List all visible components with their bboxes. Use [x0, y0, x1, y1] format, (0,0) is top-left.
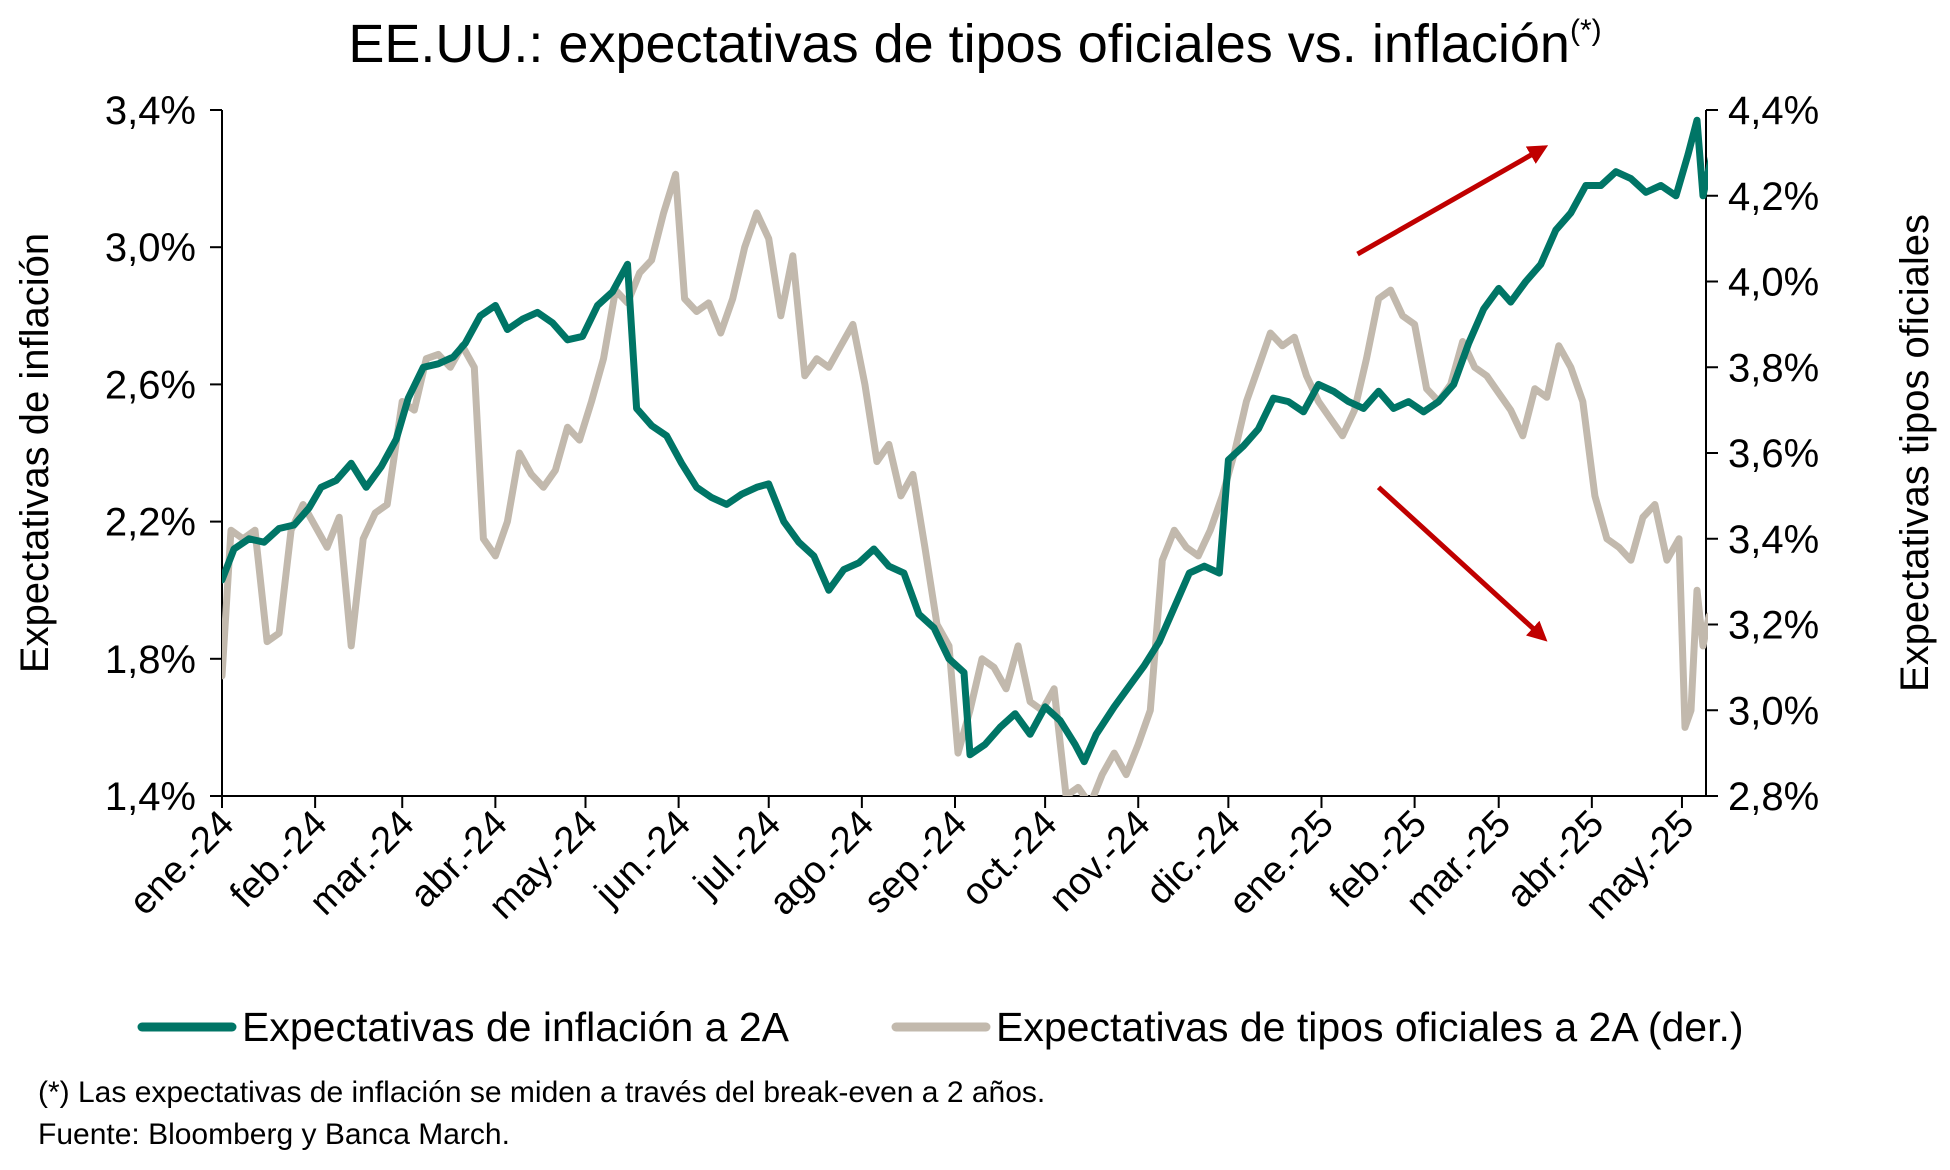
- x-tick-label: ene.-25: [1221, 803, 1342, 924]
- x-tick-label: sep.-24: [856, 803, 975, 922]
- arrow-up-annotation: [1356, 145, 1549, 257]
- source-note: Fuente: Bloomberg y Banca March.: [38, 1118, 510, 1151]
- series-lines: [222, 116, 1708, 796]
- y-right-tick-label: 4,2%: [1728, 175, 1819, 219]
- y-right-axis-title: Expectativas tipos oficiales: [1893, 214, 1937, 692]
- y-right-tick-label: 3,0%: [1728, 689, 1819, 733]
- y-left-tick-label: 1,8%: [105, 638, 196, 682]
- x-tick-label: ago.-24: [761, 803, 882, 924]
- arrow-down-annotation: [1376, 485, 1548, 642]
- x-tick-label: ene.-24: [122, 803, 243, 924]
- y-right-tick-label: 4,4%: [1728, 89, 1819, 133]
- series-line-inflation: [222, 116, 1708, 766]
- series-line-rates: [222, 170, 1708, 796]
- chart-title: EE.UU.: expectativas de tipos oficiales …: [348, 14, 1601, 74]
- y-left-tick-label: 2,6%: [105, 363, 196, 407]
- chart-title-main: EE.UU.: expectativas de tipos oficiales …: [348, 14, 1570, 74]
- y-left-axis-title: Expectativas de inflación: [13, 233, 57, 673]
- y-left-tick-label: 3,0%: [105, 226, 196, 270]
- y-left-tick-label: 1,4%: [105, 775, 196, 819]
- y-left-tick-label: 3,4%: [105, 89, 196, 133]
- footnote: (*) Las expectativas de inflación se mid…: [38, 1076, 1046, 1109]
- y-right-tick-label: 3,8%: [1728, 346, 1819, 390]
- legend-label-inflation: Expectativas de inflación a 2A: [242, 1004, 790, 1050]
- y-right-tick-label: 3,2%: [1728, 604, 1819, 648]
- y-left-tick-label: 2,2%: [105, 501, 196, 545]
- legend: Expectativas de inflación a 2A Expectativ…: [137, 1004, 1744, 1050]
- x-tick-label: nov.-24: [1041, 803, 1158, 920]
- legend-label-rates: Expectativas de tipos oficiales a 2A (de…: [996, 1004, 1744, 1050]
- y-right-tick-label: 4,0%: [1728, 261, 1819, 305]
- x-tick-label: jun.-24: [586, 803, 699, 916]
- y-right-tick-label: 3,4%: [1728, 518, 1819, 562]
- annotations: [1356, 145, 1549, 642]
- chart-title-superscript: (*): [1570, 14, 1602, 47]
- y-right-tick-label: 3,6%: [1728, 432, 1819, 476]
- y-right-tick-label: 2,8%: [1728, 775, 1819, 819]
